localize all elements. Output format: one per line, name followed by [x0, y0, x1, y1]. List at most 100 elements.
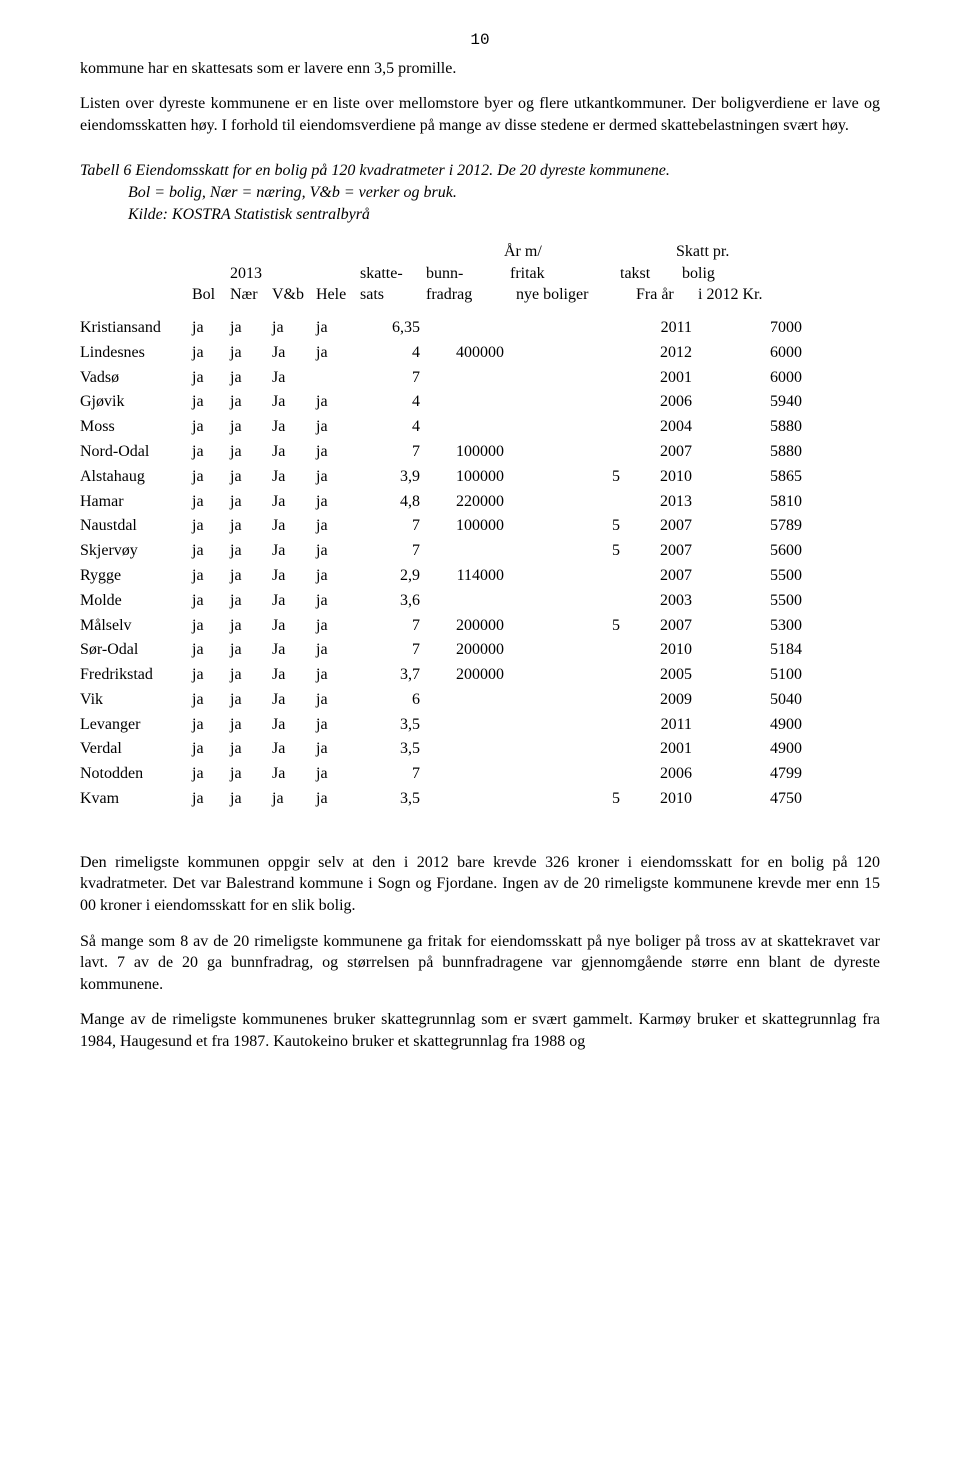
- table-cell: 3,5: [360, 713, 420, 738]
- table-cell: Gjøvik: [80, 390, 192, 415]
- table-cell: ja: [192, 589, 230, 614]
- table-cell: [510, 341, 630, 366]
- table-row: MoldejajaJaja3,620035500: [80, 589, 880, 614]
- table-cell: ja: [230, 539, 272, 564]
- table-cell: [510, 440, 630, 465]
- header-hele: Hele: [316, 284, 360, 306]
- table-cell: 2007: [630, 514, 692, 539]
- table-cell: ja: [192, 390, 230, 415]
- table-cell: ja: [316, 564, 360, 589]
- table-cell: ja: [192, 688, 230, 713]
- header-2013: 2013: [230, 263, 316, 285]
- table-cell: Lindesnes: [80, 341, 192, 366]
- table-caption: Tabell 6 Eiendomsskatt for en bolig på 1…: [80, 160, 880, 225]
- paragraph-4: Så mange som 8 av de 20 rimeligste kommu…: [80, 931, 880, 996]
- table-cell: [510, 688, 630, 713]
- table-cell: [510, 415, 630, 440]
- table-row: VikjajaJaja620095040: [80, 688, 880, 713]
- table-cell: [420, 366, 510, 391]
- table-cell: ja: [192, 316, 230, 341]
- table-cell: Ja: [272, 638, 316, 663]
- table-cell: Sør-Odal: [80, 638, 192, 663]
- table-cell: 2007: [630, 539, 692, 564]
- table-header: År m/ Skatt pr. 2013 skatte- bunn- frita…: [80, 241, 880, 306]
- table-row: Nord-OdaljajaJaja710000020075880: [80, 440, 880, 465]
- table-cell: ja: [316, 539, 360, 564]
- table-cell: 4: [360, 341, 420, 366]
- table-cell: ja: [316, 341, 360, 366]
- table-cell: 7: [360, 614, 420, 639]
- table-cell: 6,35: [360, 316, 420, 341]
- table-cell: 4: [360, 390, 420, 415]
- table-cell: 2001: [630, 737, 692, 762]
- table-row: SkjervøyjajaJaja7520075600: [80, 539, 880, 564]
- table-cell: ja: [230, 638, 272, 663]
- table-cell: 2,9: [360, 564, 420, 589]
- table-cell: ja: [316, 663, 360, 688]
- header-naer: Nær: [230, 284, 272, 306]
- table-cell: ja: [192, 440, 230, 465]
- table-cell: ja: [272, 316, 316, 341]
- table-cell: 200000: [420, 663, 510, 688]
- header-skatt-3: i 2012 Kr.: [698, 284, 808, 306]
- table-cell: 6000: [692, 366, 802, 391]
- table-cell: ja: [192, 762, 230, 787]
- table-cell: 114000: [420, 564, 510, 589]
- table-cell: 6: [360, 688, 420, 713]
- table-cell: [420, 415, 510, 440]
- table-cell: ja: [316, 614, 360, 639]
- table-cell: Notodden: [80, 762, 192, 787]
- table-cell: 4: [360, 415, 420, 440]
- table-cell: Vik: [80, 688, 192, 713]
- table-cell: ja: [230, 787, 272, 812]
- table-cell: ja: [316, 638, 360, 663]
- table-cell: ja: [192, 490, 230, 515]
- table-cell: 3,5: [360, 787, 420, 812]
- table-cell: Ja: [272, 762, 316, 787]
- table-cell: ja: [230, 663, 272, 688]
- table-cell: Naustdal: [80, 514, 192, 539]
- table-cell: 5500: [692, 564, 802, 589]
- table-cell: 7: [360, 539, 420, 564]
- table-cell: ja: [192, 366, 230, 391]
- table-cell: 7: [360, 638, 420, 663]
- table-cell: [420, 316, 510, 341]
- table-cell: 4750: [692, 787, 802, 812]
- table-cell: Ja: [272, 663, 316, 688]
- table-cell: 5789: [692, 514, 802, 539]
- table-cell: ja: [316, 415, 360, 440]
- table-cell: 7000: [692, 316, 802, 341]
- table-cell: 5865: [692, 465, 802, 490]
- header-fritak-3: nye boliger: [516, 284, 636, 306]
- table-row: RyggejajaJaja2,911400020075500: [80, 564, 880, 589]
- paragraph-3: Den rimeligste kommunen oppgir selv at d…: [80, 852, 880, 917]
- table-cell: ja: [230, 440, 272, 465]
- table-cell: 3,5: [360, 737, 420, 762]
- table-cell: Ja: [272, 440, 316, 465]
- table-cell: ja: [316, 514, 360, 539]
- table-cell: 7: [360, 366, 420, 391]
- table-cell: 5184: [692, 638, 802, 663]
- table-cell: 5: [510, 787, 630, 812]
- table-cell: 6000: [692, 341, 802, 366]
- table-cell: 3,9: [360, 465, 420, 490]
- header-skatt-2: bolig: [682, 263, 792, 285]
- table-cell: [420, 762, 510, 787]
- table-cell: 200000: [420, 638, 510, 663]
- table-cell: ja: [230, 589, 272, 614]
- table-cell: 220000: [420, 490, 510, 515]
- table-cell: ja: [316, 490, 360, 515]
- table-cell: 5880: [692, 415, 802, 440]
- table-cell: [510, 713, 630, 738]
- table-cell: ja: [230, 390, 272, 415]
- table-cell: ja: [316, 737, 360, 762]
- table-cell: 5300: [692, 614, 802, 639]
- table-cell: ja: [316, 390, 360, 415]
- table-cell: Hamar: [80, 490, 192, 515]
- header-vb: V&b: [272, 284, 316, 306]
- table-cell: 2009: [630, 688, 692, 713]
- table-cell: ja: [192, 638, 230, 663]
- page-number: 10: [80, 30, 880, 52]
- header-sats-1: skatte-: [360, 263, 420, 285]
- header-bunn-1: bunn-: [420, 263, 510, 285]
